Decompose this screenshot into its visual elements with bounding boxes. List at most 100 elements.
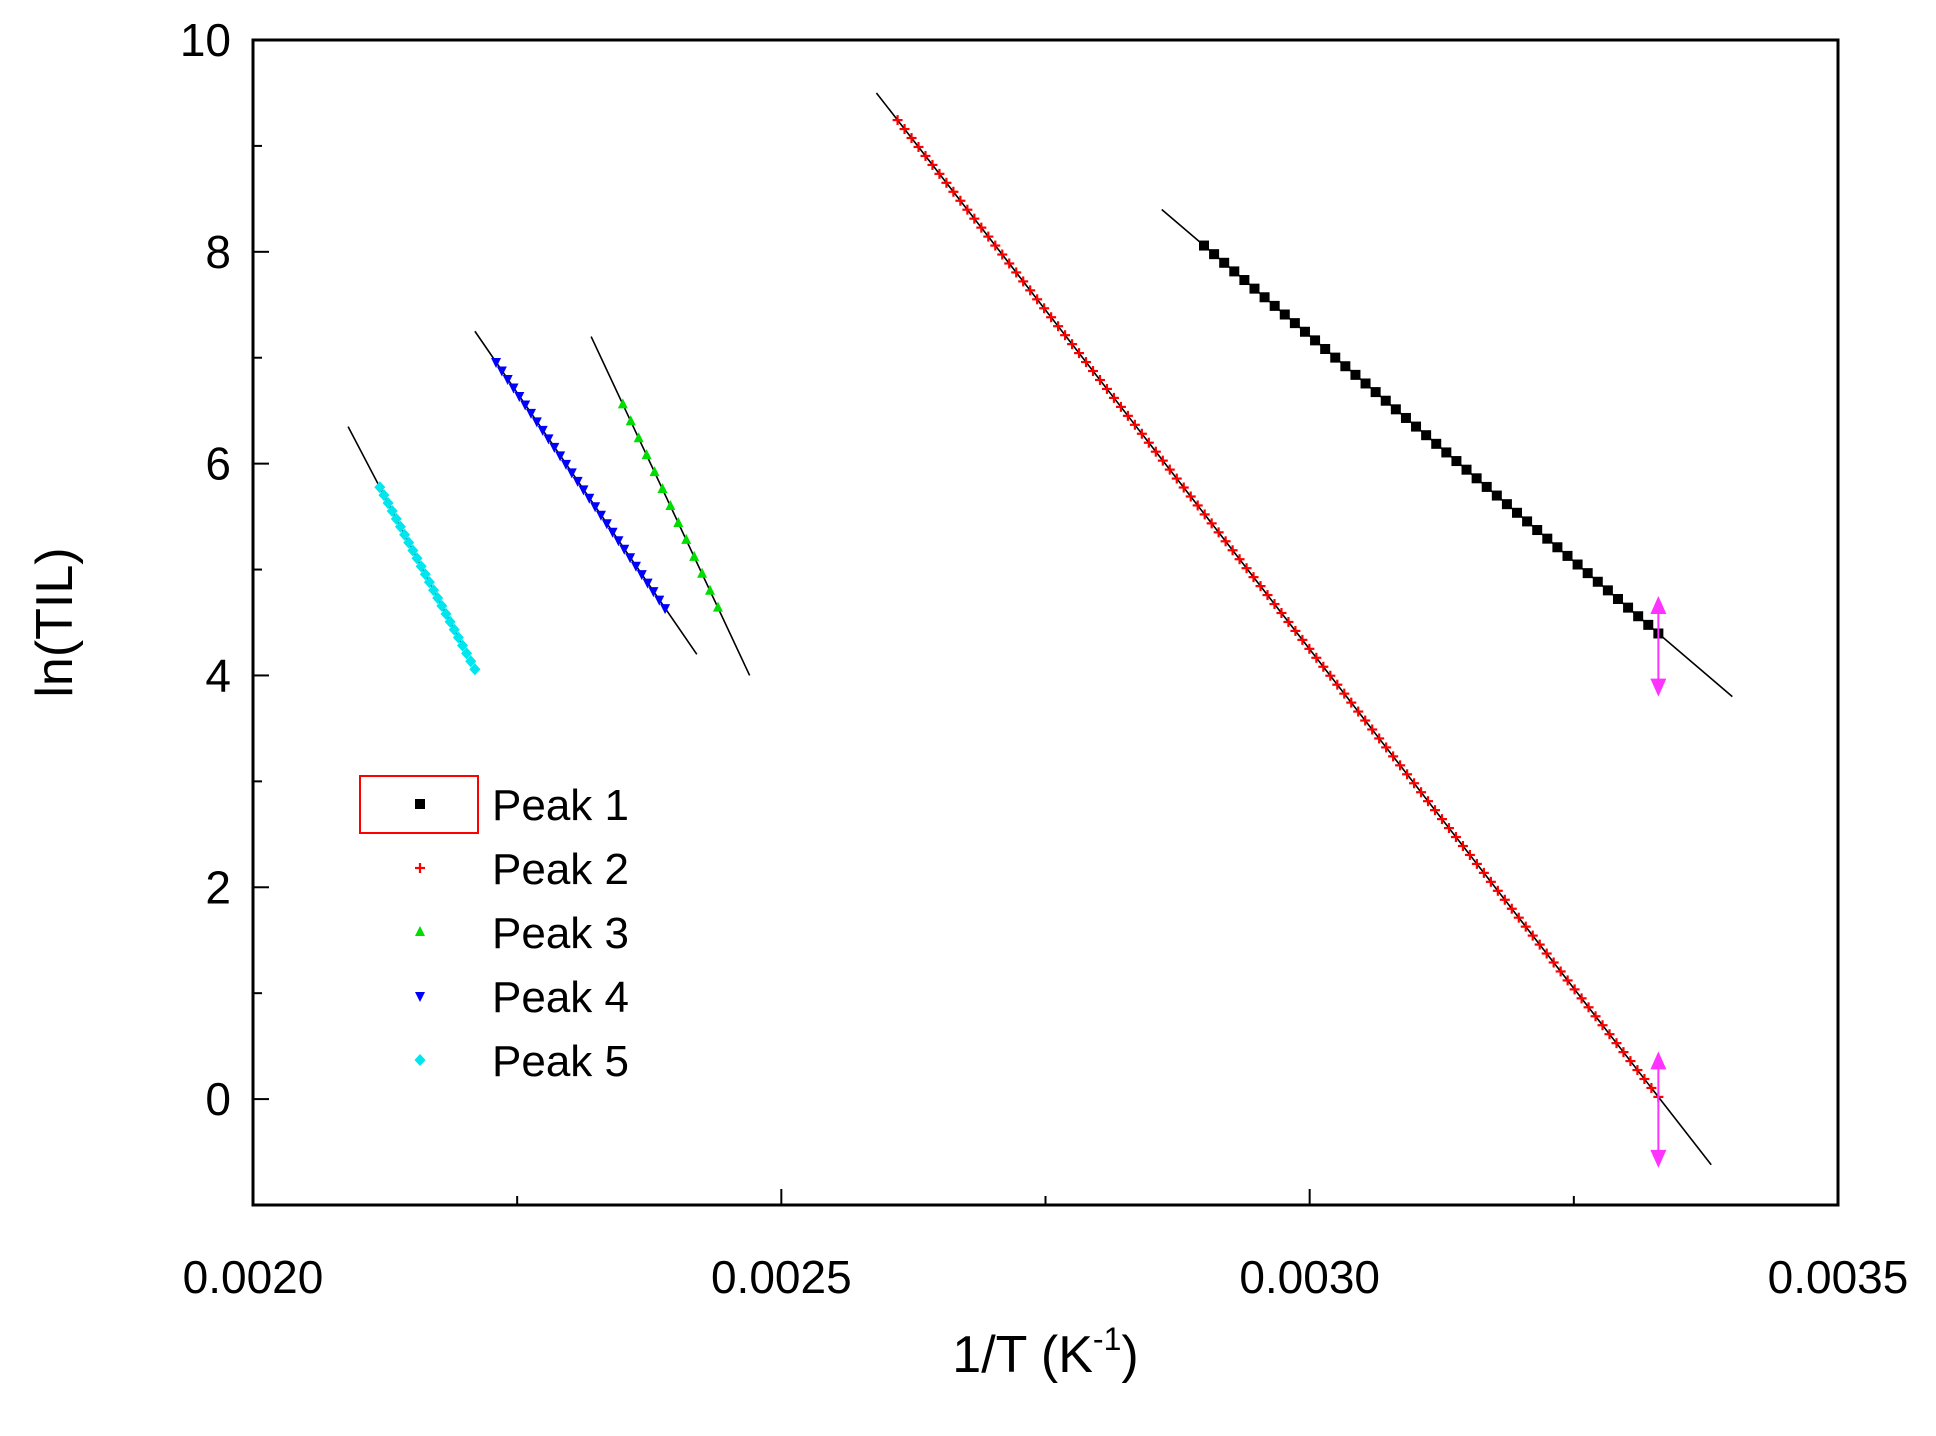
data-point	[403, 536, 415, 549]
data-point	[382, 497, 394, 510]
data-point	[1370, 387, 1381, 398]
data-point	[648, 587, 659, 598]
data-point	[1416, 787, 1427, 798]
data-point	[1192, 500, 1203, 511]
data-point	[1602, 585, 1613, 596]
data-point	[1612, 593, 1623, 604]
data-point	[1457, 840, 1468, 851]
data-point	[1004, 258, 1015, 269]
data-point	[1060, 330, 1071, 341]
data-point	[1395, 760, 1406, 771]
data-point	[630, 561, 641, 572]
data-point	[1164, 464, 1175, 475]
legend-label: Peak 4	[492, 973, 629, 1022]
data-point	[1239, 275, 1250, 286]
data-point	[913, 141, 924, 152]
data-point	[625, 415, 636, 426]
legend-label: Peak 5	[492, 1037, 629, 1086]
data-point	[1346, 697, 1357, 708]
data-point	[1122, 410, 1133, 421]
data-point	[1178, 482, 1189, 493]
data-point	[654, 595, 665, 606]
data-point	[906, 133, 917, 144]
data-point	[1423, 796, 1434, 807]
data-point	[520, 400, 531, 411]
data-point	[1450, 832, 1461, 843]
data-point	[976, 222, 987, 233]
data-point	[549, 442, 560, 453]
data-point	[1339, 688, 1350, 699]
legend-marker	[415, 926, 425, 936]
y-tick-label: 10	[180, 14, 231, 66]
x-tick-label: 0.0030	[1239, 1251, 1380, 1303]
y-tick-label: 0	[205, 1073, 231, 1125]
data-point	[636, 570, 647, 581]
data-point	[1562, 975, 1573, 986]
series-peak-2	[892, 115, 1664, 1102]
data-point	[428, 584, 440, 597]
data-point	[1199, 240, 1209, 251]
data-point	[386, 504, 398, 517]
data-point	[899, 124, 910, 135]
data-point	[1471, 473, 1482, 484]
data-point	[1269, 599, 1280, 610]
data-point	[1289, 318, 1300, 329]
data-point	[1562, 550, 1573, 561]
data-point	[1548, 957, 1559, 968]
data-point	[665, 500, 676, 510]
axes-layer: 0.0020 0.0025 0.0030 0.0035 0 2 4 6 8 10 1/T (K-1)…	[26, 14, 1908, 1384]
data-point	[1552, 542, 1563, 553]
x-tick-label: 0.0025	[711, 1251, 852, 1303]
legend-marker	[414, 1054, 426, 1066]
arrow-head-up	[1650, 1051, 1667, 1070]
data-point	[1409, 778, 1420, 789]
data-point	[572, 476, 583, 487]
data-point	[660, 604, 671, 615]
data-point	[673, 516, 684, 527]
data-point	[1623, 602, 1634, 613]
data-point	[394, 520, 406, 533]
data-point	[990, 240, 1001, 251]
data-point	[1330, 352, 1341, 363]
x-axis-title-close: )	[1121, 1326, 1138, 1384]
data-point	[560, 459, 571, 470]
data-point	[1046, 312, 1057, 323]
data-point	[1219, 257, 1230, 268]
data-point	[448, 623, 460, 636]
data-point	[1025, 285, 1036, 296]
legend-label: Peak 1	[492, 781, 629, 830]
data-point	[407, 544, 419, 557]
data-point	[1283, 616, 1294, 627]
data-point	[649, 466, 660, 477]
data-point	[526, 408, 537, 419]
y-axis-title: ln(TIL)	[26, 547, 84, 697]
data-point	[415, 560, 427, 573]
data-point	[1534, 939, 1545, 950]
data-point	[1360, 715, 1371, 726]
data-point	[1555, 966, 1566, 977]
data-point	[969, 213, 980, 224]
data-point	[1101, 383, 1112, 394]
data-point	[689, 550, 700, 561]
data-point	[1625, 1056, 1636, 1067]
data-point	[927, 159, 938, 170]
data-point	[378, 489, 390, 502]
data-point	[613, 536, 624, 547]
data-point	[1340, 361, 1351, 372]
data-point	[1583, 1002, 1594, 1013]
data-point	[1255, 581, 1266, 592]
data-point	[934, 168, 945, 179]
data-point	[1411, 421, 1422, 432]
data-point	[1604, 1029, 1615, 1040]
data-point	[1542, 533, 1553, 544]
data-point	[1513, 912, 1524, 923]
data-point	[1506, 903, 1517, 914]
data-point	[657, 483, 668, 494]
data-point	[374, 481, 386, 494]
data-point	[1492, 885, 1503, 896]
data-point	[440, 607, 452, 620]
data-point	[1501, 499, 1512, 510]
data-point	[1227, 545, 1238, 556]
data-point	[537, 425, 548, 436]
data-point	[1527, 930, 1538, 941]
